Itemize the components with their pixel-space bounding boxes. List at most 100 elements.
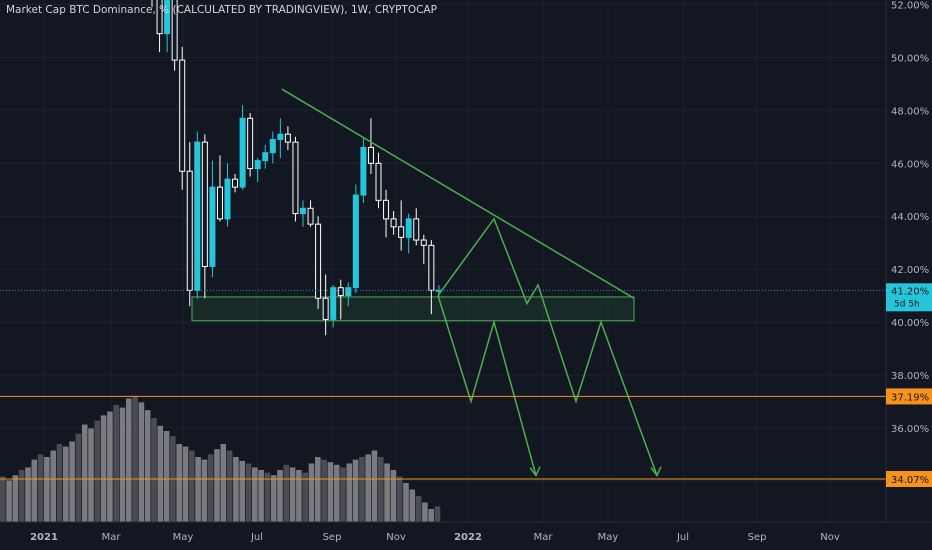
volume-bar	[340, 467, 346, 522]
level-tag-label: 37.19%	[891, 392, 929, 403]
candle-body	[375, 162, 382, 201]
candle-body	[345, 287, 352, 297]
volume-bar	[176, 444, 182, 522]
price-tick-label: 46.00%	[891, 159, 929, 170]
volume-bar	[195, 457, 201, 522]
volume-bar	[201, 459, 208, 522]
volume-bar	[371, 450, 378, 522]
volume-bar	[119, 407, 126, 522]
price-axis-panel	[886, 0, 932, 550]
volume-bars	[0, 395, 441, 522]
candle-body	[300, 207, 306, 215]
volume-bar	[283, 464, 290, 522]
time-tick-label: May	[173, 532, 194, 543]
time-axis: 2021 Mar May Jul Sep Nov 2022 Mar May Jul Sep Nov	[30, 532, 840, 543]
volume-bar	[113, 405, 119, 522]
volume-bar	[6, 480, 12, 522]
volume-bar	[302, 472, 308, 522]
candle-body	[428, 244, 435, 291]
time-tick-label: Mar	[102, 532, 122, 543]
volume-bar	[378, 457, 384, 522]
price-tick-label: 42.00%	[891, 265, 929, 276]
volume-bar	[365, 454, 371, 522]
candle-body	[322, 297, 329, 320]
arrow-head-icon	[650, 466, 662, 478]
volume-bar	[252, 467, 258, 522]
time-tick-label: Jul	[676, 532, 689, 543]
volume-bar	[75, 433, 82, 522]
volume-bar	[258, 470, 264, 522]
price-tick-label: 48.00%	[891, 106, 929, 117]
candles	[151, 0, 442, 336]
volume-bar	[31, 459, 38, 522]
volume-bar	[56, 444, 63, 522]
candle-body	[194, 141, 201, 291]
volume-bar	[157, 425, 164, 522]
arrow-head-icon	[529, 466, 541, 478]
candle-body	[269, 138, 276, 154]
volume-bar	[0, 476, 6, 522]
projection-path-upper	[437, 217, 658, 476]
volume-bar	[422, 502, 428, 522]
volume-bar	[132, 395, 138, 522]
candle-body	[398, 226, 405, 238]
candle-body	[247, 117, 254, 170]
candle-body	[292, 141, 299, 215]
volume-bar	[144, 410, 151, 522]
candle-body	[352, 194, 359, 289]
time-tick-label: Mar	[534, 532, 554, 543]
volume-bar	[12, 475, 19, 522]
candle-body	[171, 0, 178, 61]
candle-body	[179, 59, 186, 172]
volume-bar	[88, 428, 94, 522]
price-tick-label: 38.00%	[891, 371, 929, 382]
candle-body	[209, 186, 216, 267]
candle-body	[201, 141, 208, 268]
candle-body	[164, 0, 171, 35]
current-price-tag	[886, 283, 932, 312]
candle-body	[224, 178, 231, 220]
volume-bar	[333, 464, 340, 522]
time-tick-label: Nov	[386, 532, 406, 543]
volume-bar	[25, 467, 31, 522]
volume-bar	[346, 463, 353, 522]
volume-bar	[270, 475, 277, 522]
price-tick-label: 50.00%	[891, 53, 929, 64]
price-tick-label: 52.00%	[891, 1, 929, 12]
candle-body	[254, 160, 261, 170]
volume-bar	[409, 489, 416, 522]
descending-trendline	[281, 88, 635, 299]
volume-bar	[239, 460, 245, 522]
current-price-label: 41.20%	[891, 286, 929, 297]
volume-bar	[415, 496, 422, 522]
volume-bar	[63, 446, 69, 522]
volume-bar	[18, 470, 25, 522]
price-tick-label: 40.00%	[891, 318, 929, 329]
candle-body	[383, 199, 390, 220]
volume-bar	[50, 450, 56, 522]
volume-bar	[359, 457, 365, 522]
candle-body	[337, 287, 344, 297]
volume-bar	[138, 402, 145, 522]
volume-bar	[94, 420, 101, 522]
volume-bar	[403, 483, 409, 522]
candle-body	[360, 146, 367, 196]
projection-path-lower	[437, 295, 537, 476]
volume-bar	[214, 449, 220, 522]
volume-bar	[100, 415, 107, 522]
volume-bar	[44, 457, 50, 522]
volume-bar	[182, 446, 189, 522]
volume-bar	[163, 431, 170, 522]
volume-bar	[233, 457, 239, 522]
volume-bar	[321, 459, 327, 522]
candle-body	[262, 152, 269, 162]
volume-bar	[277, 470, 283, 522]
candle-body	[330, 287, 337, 320]
projection-paths	[437, 217, 658, 476]
volume-bar	[189, 450, 195, 522]
time-tick-label: 2021	[30, 532, 58, 543]
candle-body	[405, 218, 412, 238]
candle-body	[232, 178, 239, 188]
